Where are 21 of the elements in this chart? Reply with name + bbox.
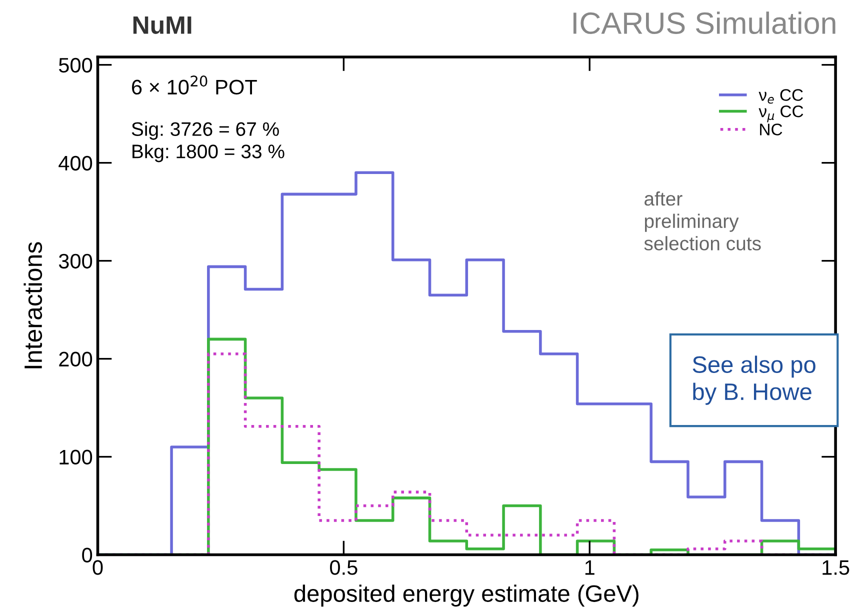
annotation: Sig: 3726 = 67 % Bkg: 1800 = 33 % — [132, 122, 284, 162]
annotation: 6 × 10$^{20}$ POT — [132, 76, 257, 95]
y-tick-label: 0 — [82, 548, 92, 563]
legend-label: ν$_{e}$ CC — [758, 89, 803, 104]
y-tick-label: 400 — [58, 156, 92, 171]
annotation: See also po by B. Howe — [692, 356, 816, 405]
legend-label: NC — [760, 124, 782, 136]
y-axis-title: Interactions — [24, 242, 42, 368]
y-tick-label: 100 — [60, 450, 92, 465]
x-axis-title: deposited energy estimate (GeV) — [294, 584, 638, 607]
x-tick-label: 1.5 — [822, 560, 850, 575]
y-tick-label: 500 — [58, 58, 92, 73]
chart-title: NuMI — [133, 16, 192, 34]
y-tick-label: 200 — [59, 352, 92, 367]
y-tick-label: 300 — [58, 254, 92, 269]
annotation: after preliminary selection cuts — [644, 191, 761, 250]
x-tick-label: 0.5 — [330, 560, 358, 575]
legend-label: ν$_{μ}$ CC — [758, 105, 804, 122]
x-tick-label: 0 — [92, 560, 103, 575]
x-tick-label: 1 — [585, 560, 594, 575]
chart-subtitle: ICARUS Simulation — [573, 12, 836, 34]
